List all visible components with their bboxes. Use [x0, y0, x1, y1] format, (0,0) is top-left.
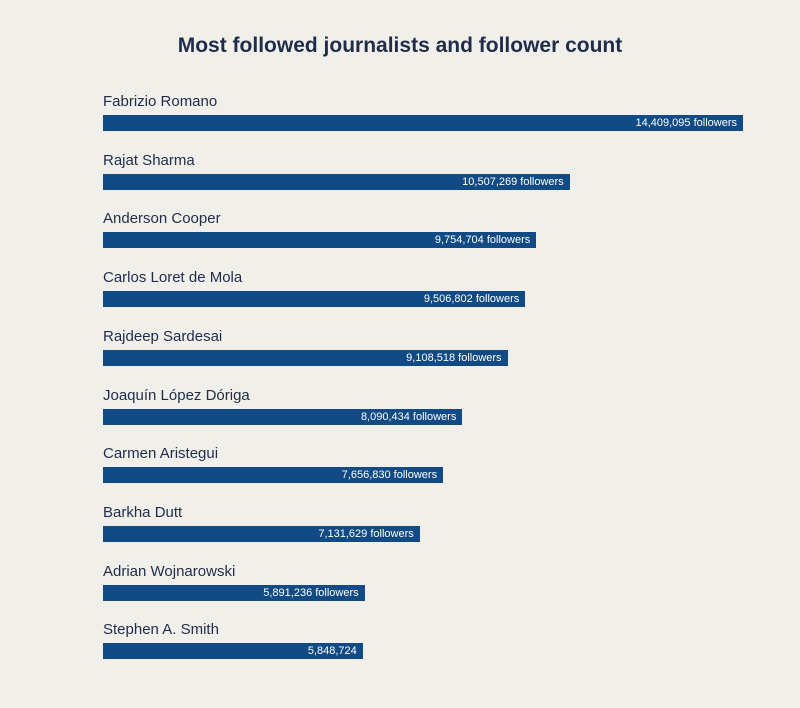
data-label: 9,108,518 followers	[406, 351, 502, 364]
bar-row: Carlos Loret de Mola 9,506,802 followers	[103, 269, 763, 329]
data-label: 8,090,434 followers	[360, 410, 457, 423]
bar: 9,108,518 followers	[103, 349, 508, 366]
category-label: Rajdeep Sardesai	[103, 327, 223, 345]
category-label: Adrian Wojnarowski	[103, 562, 236, 580]
bar: 9,506,802 followers	[103, 291, 526, 308]
bar-row: Anderson Cooper 9,754,704 followers	[103, 210, 763, 270]
data-label: 7,656,830 followers	[341, 469, 438, 482]
bar-row: Joaquín López Dóriga 8,090,434 followers	[103, 387, 763, 447]
category-label: Joaquín López Dóriga	[103, 386, 250, 404]
bar: 10,507,269 followers	[103, 173, 570, 190]
data-label: 9,754,704 followers	[434, 234, 531, 247]
bar: 7,656,830 followers	[103, 467, 444, 484]
bar: 5,891,236 followers	[103, 584, 365, 601]
bar-row: Fabrizio Romano 14,409,095 followers	[103, 93, 763, 153]
bar-row: Stephen A. Smith 5,848,724	[103, 621, 763, 681]
category-label: Fabrizio Romano	[103, 93, 218, 110]
bar-row: Rajat Sharma 10,507,269 followers	[103, 152, 763, 212]
bar-row: Rajdeep Sardesai 9,108,518 followers	[103, 328, 763, 388]
category-label: Barkha Dutt	[103, 503, 183, 521]
bar: 9,754,704 followers	[103, 232, 537, 249]
data-label: 5,848,724	[307, 645, 357, 658]
bar: 8,090,434 followers	[103, 408, 463, 425]
data-label: 9,506,802 followers	[423, 293, 520, 306]
bar: 14,409,095 followers	[103, 115, 743, 131]
bar-row: Carmen Aristegui 7,656,830 followers	[103, 445, 763, 505]
bar-row: Barkha Dutt 7,131,629 followers	[103, 504, 763, 564]
category-label: Carmen Aristegui	[103, 445, 219, 463]
bar: 5,848,724	[103, 643, 363, 660]
category-label: Anderson Cooper	[103, 210, 221, 228]
bar-row: Adrian Wojnarowski 5,891,236 followers	[103, 563, 763, 623]
chart-title: Most followed journalists and follower c…	[177, 34, 623, 57]
data-label: 10,507,269 followers	[462, 175, 564, 188]
category-label: Stephen A. Smith	[103, 621, 219, 639]
data-label: 14,409,095 followers	[635, 117, 737, 129]
bar: 7,131,629 followers	[103, 525, 420, 542]
category-label: Carlos Loret de Mola	[103, 269, 243, 287]
data-label: 7,131,629 followers	[318, 527, 414, 540]
category-label: Rajat Sharma	[103, 151, 195, 169]
data-label: 5,891,236 followers	[263, 586, 359, 599]
